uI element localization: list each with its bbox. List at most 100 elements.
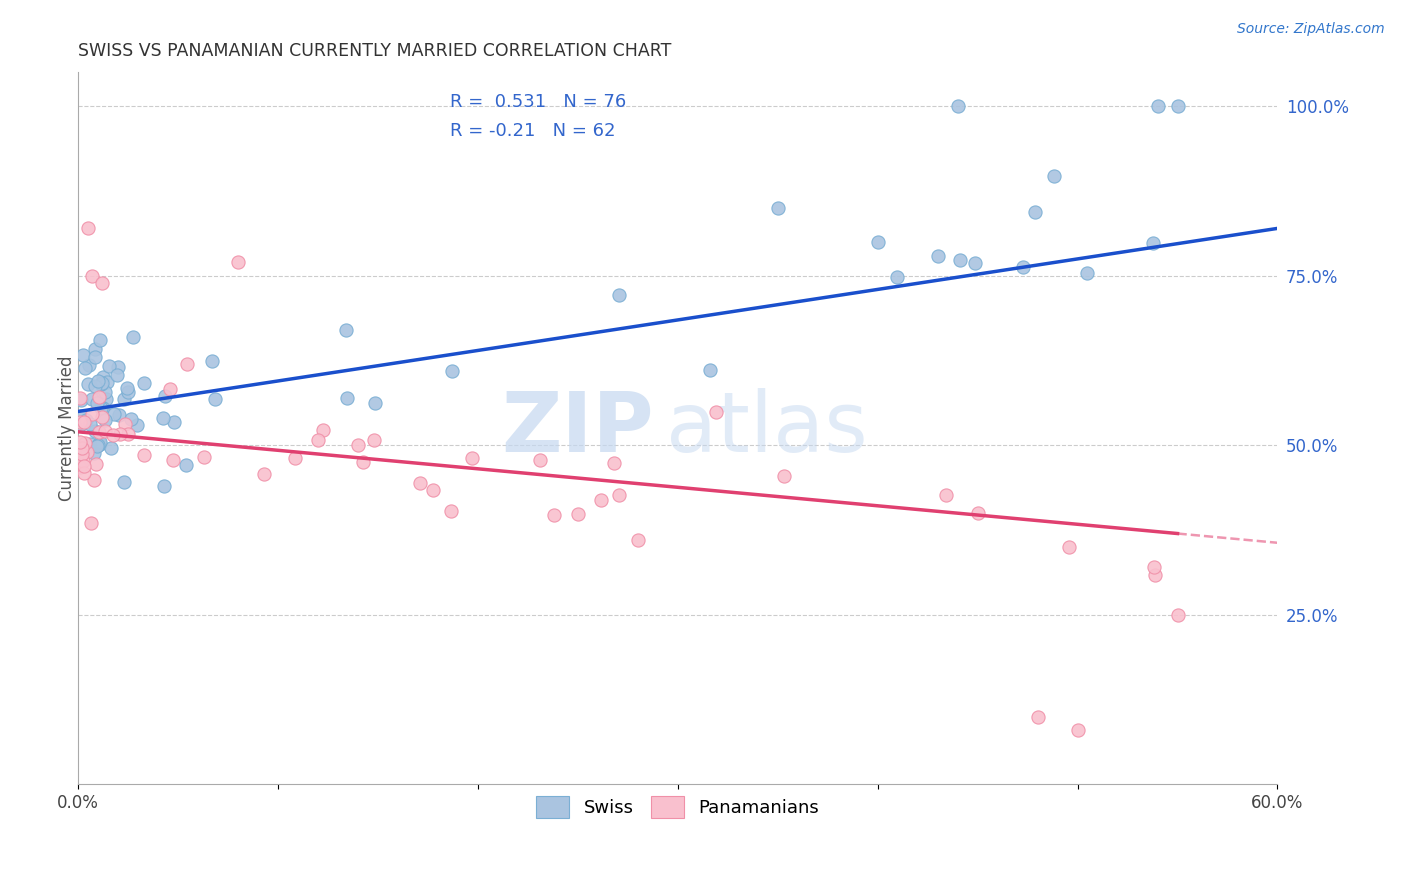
Point (866, 235, 889, 249)
Point (94, 384, 117, 399)
Point (120, 411, 142, 425)
Point (80, 516, 103, 531)
Point (461, 450, 484, 465)
Point (77, 221, 100, 235)
Point (174, 458, 197, 472)
Point (83, 350, 105, 364)
Point (159, 382, 181, 396)
Point (105, 368, 128, 383)
Point (117, 384, 139, 399)
Point (69, 434, 91, 449)
Point (79, 417, 101, 431)
Point (72, 447, 94, 461)
Point (112, 392, 135, 406)
Point (193, 450, 215, 464)
Text: ZIP: ZIP (502, 388, 654, 469)
Point (89, 437, 111, 451)
Point (91, 376, 114, 390)
Text: SWISS VS PANAMANIAN CURRENTLY MARRIED CORRELATION CHART: SWISS VS PANAMANIAN CURRENTLY MARRIED CO… (79, 42, 672, 60)
Point (86, 439, 108, 453)
Point (89, 425, 111, 440)
Text: Source: ZipAtlas.com: Source: ZipAtlas.com (1237, 22, 1385, 37)
Point (93, 413, 115, 427)
Point (1167, 607, 1189, 622)
Point (91, 410, 114, 425)
Point (87, 390, 110, 404)
Point (121, 330, 143, 344)
Point (107, 359, 129, 374)
Point (90, 401, 112, 416)
Point (87, 392, 110, 407)
Point (83, 473, 105, 487)
Point (134, 448, 156, 462)
Point (440, 503, 463, 517)
Point (966, 506, 988, 520)
Point (226, 255, 249, 269)
Point (69, 391, 91, 405)
Point (76, 376, 98, 391)
Point (347, 438, 370, 452)
Point (69, 418, 91, 433)
Point (91, 401, 114, 415)
Point (543, 508, 565, 523)
Point (204, 392, 226, 406)
Point (529, 453, 551, 467)
Point (336, 391, 359, 405)
Point (112, 475, 135, 490)
Point (352, 455, 374, 469)
Point (409, 476, 432, 491)
Point (90, 377, 112, 392)
Point (69, 460, 91, 475)
Point (76, 445, 98, 459)
Point (163, 416, 186, 430)
Point (103, 408, 125, 422)
Point (115, 381, 138, 395)
Point (627, 533, 650, 548)
Point (363, 434, 385, 448)
Point (603, 456, 626, 470)
Point (772, 469, 794, 483)
Point (201, 354, 224, 368)
Point (70, 393, 93, 408)
Point (335, 323, 357, 337)
Point (91, 276, 114, 290)
Point (567, 507, 589, 521)
Point (80, 392, 103, 406)
Point (1024, 205, 1046, 219)
Point (75, 412, 97, 426)
Point (97, 359, 120, 373)
Point (72, 458, 94, 473)
Point (927, 248, 949, 262)
Point (108, 426, 131, 441)
Point (72, 454, 94, 468)
Point (607, 488, 630, 502)
Point (82, 407, 104, 421)
Point (83, 424, 105, 438)
Point (132, 376, 155, 390)
Point (69, 415, 91, 429)
Point (284, 451, 307, 466)
Text: atlas: atlas (666, 388, 868, 469)
Text: R = -0.21   N = 62: R = -0.21 N = 62 (450, 122, 616, 140)
Point (176, 357, 198, 371)
Point (963, 255, 986, 269)
Point (108, 409, 131, 423)
Point (89, 333, 111, 347)
Point (609, 288, 631, 302)
Point (73, 467, 96, 481)
Point (75, 360, 97, 375)
Point (117, 427, 139, 442)
Point (84, 457, 107, 471)
Point (84, 342, 107, 356)
Point (1026, 709, 1049, 723)
Point (253, 467, 276, 482)
Point (946, 99, 969, 113)
Point (886, 269, 908, 284)
Point (79, 358, 101, 372)
Point (949, 253, 972, 268)
Point (125, 418, 148, 433)
Point (153, 479, 176, 493)
Point (87, 438, 110, 452)
Point (1043, 169, 1066, 183)
Point (307, 433, 329, 447)
